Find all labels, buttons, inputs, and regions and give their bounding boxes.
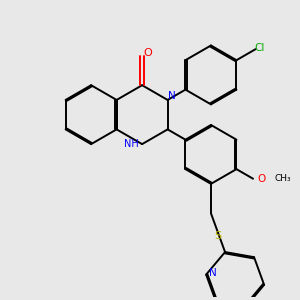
- Text: Cl: Cl: [255, 43, 265, 53]
- Text: CH₃: CH₃: [274, 174, 291, 183]
- Text: N: N: [209, 268, 217, 278]
- Text: O: O: [144, 48, 152, 58]
- Text: NH: NH: [124, 139, 139, 149]
- Text: N: N: [168, 91, 176, 100]
- Text: O: O: [257, 174, 266, 184]
- Text: S: S: [214, 231, 222, 241]
